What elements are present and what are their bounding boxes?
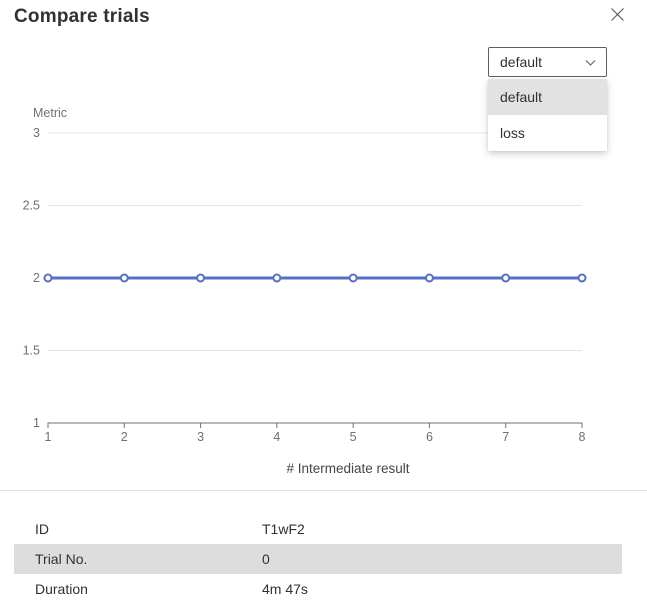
row-label: Duration — [35, 581, 88, 597]
svg-text:6: 6 — [426, 430, 433, 444]
svg-text:1: 1 — [33, 416, 40, 430]
metric-line-chart: Metric 1 1.5 2 2.5 3 1 2 3 4 5 6 7 8 # Intermediate re… — [0, 95, 647, 480]
svg-text:3: 3 — [33, 126, 40, 140]
svg-text:7: 7 — [502, 430, 509, 444]
svg-text:2.5: 2.5 — [23, 199, 40, 213]
svg-text:2: 2 — [121, 430, 128, 444]
metric-option[interactable]: default — [488, 79, 607, 115]
svg-text:4: 4 — [273, 430, 280, 444]
table-row: Duration 4m 47s — [14, 574, 622, 604]
table-divider — [0, 490, 647, 491]
svg-text:1.5: 1.5 — [23, 344, 40, 358]
metric-select-menu: default loss — [488, 79, 607, 151]
close-icon — [610, 7, 625, 27]
table-row: Trial No. 0 — [14, 544, 622, 574]
metric-select[interactable]: default — [488, 47, 607, 77]
metric-select-value: default — [500, 54, 543, 70]
svg-text:3: 3 — [197, 430, 204, 444]
svg-text:2: 2 — [33, 271, 40, 285]
table-row: ID T1wF2 — [14, 514, 622, 544]
svg-text:8: 8 — [579, 430, 586, 444]
metric-option[interactable]: loss — [488, 115, 607, 151]
chevron-down-icon — [584, 56, 597, 69]
row-value: 4m 47s — [262, 581, 308, 597]
svg-text:Metric: Metric — [33, 106, 67, 120]
svg-text:# Intermediate result: # Intermediate result — [286, 461, 409, 476]
svg-text:5: 5 — [350, 430, 357, 444]
close-button[interactable] — [606, 6, 628, 28]
metric-chart-svg: Metric 1 1.5 2 2.5 3 1 2 3 4 5 6 7 8 # Intermediate re… — [23, 106, 587, 476]
row-label: Trial No. — [35, 551, 88, 567]
row-label: ID — [35, 521, 49, 537]
svg-text:1: 1 — [45, 430, 52, 444]
row-value: 0 — [262, 551, 270, 567]
row-value: T1wF2 — [262, 521, 305, 537]
page-title: Compare trials — [14, 6, 150, 27]
